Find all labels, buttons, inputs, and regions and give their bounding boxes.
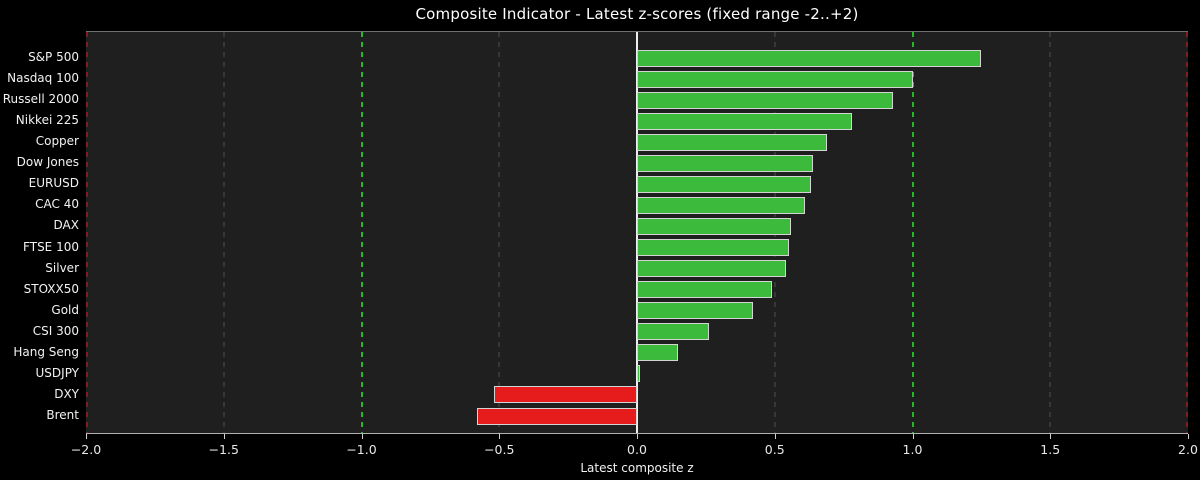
x-tick-mark xyxy=(361,434,363,439)
bar xyxy=(637,49,982,67)
y-tick-label: FTSE 100 xyxy=(23,239,79,254)
bar xyxy=(637,196,806,214)
x-tick-label: 2.0 xyxy=(1178,442,1198,457)
bar xyxy=(637,281,772,299)
y-tick-label: CSI 300 xyxy=(32,323,79,338)
reference-line xyxy=(911,32,914,433)
x-tick-label: 1.5 xyxy=(1040,442,1061,457)
bar xyxy=(637,133,828,151)
x-tick-mark xyxy=(499,434,501,439)
x-tick-label: 0.0 xyxy=(627,442,647,457)
y-tick-label: Copper xyxy=(35,134,79,149)
y-tick-label: EURUSD xyxy=(28,176,79,191)
bar xyxy=(637,323,709,341)
x-tick-label: −2.0 xyxy=(70,442,102,457)
y-axis-labels: S&P 500 Nasdaq 100 Russell 2000 Nikkei 225 C… xyxy=(0,31,79,434)
gridline xyxy=(1049,32,1051,433)
bar xyxy=(637,365,640,383)
bar xyxy=(637,302,753,320)
x-tick-label: 0.5 xyxy=(764,442,785,457)
y-tick-label: USDJPY xyxy=(35,365,79,380)
reference-line xyxy=(1186,32,1188,433)
gridline xyxy=(223,32,225,433)
y-tick-label: Dow Jones xyxy=(16,155,79,170)
x-tick-mark xyxy=(637,434,638,439)
bar xyxy=(637,154,814,172)
x-tick-mark xyxy=(223,434,225,439)
x-tick-label: −1.0 xyxy=(346,442,377,457)
y-tick-label: Brent xyxy=(46,408,79,423)
bar xyxy=(637,175,811,193)
y-tick-label: DXY xyxy=(54,386,79,401)
bar xyxy=(493,386,637,404)
y-tick-label: STOXX50 xyxy=(23,281,79,296)
bar xyxy=(637,91,894,109)
x-tick-label: −1.5 xyxy=(208,442,239,457)
y-tick-label: DAX xyxy=(53,218,79,233)
x-axis-title: Latest composite z xyxy=(580,461,694,475)
gridline xyxy=(498,32,500,433)
plot-area xyxy=(86,31,1188,434)
y-tick-label: Nikkei 225 xyxy=(15,113,79,128)
reference-line xyxy=(86,32,88,433)
x-tick-mark xyxy=(86,434,87,439)
y-tick-label: S&P 500 xyxy=(28,50,79,64)
x-tick-label: −0.5 xyxy=(484,442,515,457)
bar xyxy=(637,260,786,278)
x-tick-label: 1.0 xyxy=(902,442,923,457)
y-tick-label: Gold xyxy=(51,302,79,317)
x-tick-mark xyxy=(1188,434,1189,439)
x-tick-mark xyxy=(774,434,776,439)
bar xyxy=(637,70,913,88)
chart-title: Composite Indicator - Latest z-scores (f… xyxy=(415,5,859,23)
bar xyxy=(637,217,792,235)
bar xyxy=(477,407,637,425)
y-tick-label: Russell 2000 xyxy=(2,92,79,107)
x-tick-mark xyxy=(912,434,914,439)
bar xyxy=(637,344,679,362)
y-tick-label: Silver xyxy=(45,260,79,275)
y-tick-label: Nasdaq 100 xyxy=(7,71,79,86)
y-tick-label: CAC 40 xyxy=(35,197,79,212)
bar xyxy=(637,112,852,130)
bar xyxy=(637,239,789,257)
y-tick-label: Hang Seng xyxy=(13,344,79,359)
x-tick-mark xyxy=(1050,434,1052,439)
reference-line xyxy=(360,32,363,433)
